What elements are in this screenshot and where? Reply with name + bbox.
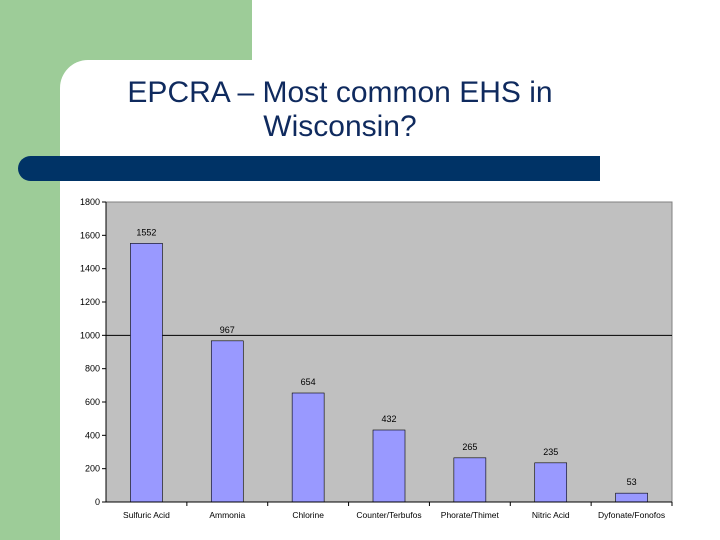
y-tick-label: 1000 [80,330,100,340]
x-tick-label: Counter/Terbufos [356,510,421,520]
y-tick-label: 1800 [80,197,100,207]
bar [534,462,568,503]
data-label: 432 [381,414,396,424]
label-layer: 0 200 400 600 800 1000 1200 1400 1600 1800 1552 Sul… [80,197,665,520]
x-tick-label: Phorate/Thimet [441,510,500,520]
slide-title-line-1: EPCRA – Most common EHS in [127,76,553,109]
data-label: 265 [462,442,477,452]
y-tick-label: 600 [85,397,100,407]
data-label: 1552 [136,227,156,237]
slide-title-line-2: Wisconsin? [263,110,417,143]
data-label: 53 [627,477,637,487]
data-label: 235 [543,447,558,457]
x-tick-label: Dyfonate/Fonofos [598,510,665,520]
y-tick-label: 400 [85,430,100,440]
axis-layer [102,201,673,506]
y-tick-label: 1200 [80,297,100,307]
y-tick-label: 1600 [80,230,100,240]
x-tick-label: Sulfuric Acid [123,510,170,520]
bar-chart-svg: 0 200 400 600 800 1000 1200 1400 1600 1800 1552 Sul… [80,197,673,520]
slide-title: EPCRA – Most common EHS in Wisconsin? [60,76,620,144]
y-tick-label: 0 [95,497,100,507]
data-label: 654 [301,377,316,387]
bar [372,429,406,503]
x-tick-label: Chlorine [292,510,324,520]
y-tick-label: 200 [85,464,100,474]
title-divider-bar [18,156,600,181]
bar [130,243,163,503]
x-tick-label: Nitric Acid [532,510,570,520]
x-tick-label: Ammonia [209,510,245,520]
y-tick-label: 1400 [80,264,100,274]
bar [291,392,325,503]
bar-layer [130,243,648,503]
bar [210,340,244,503]
y-tick-label: 800 [85,364,100,374]
bar [615,492,648,503]
bar-chart: 0 200 400 600 800 1000 1200 1400 1600 1800 1552 Sul… [66,190,678,530]
data-label: 967 [220,325,235,335]
bar [453,457,487,503]
